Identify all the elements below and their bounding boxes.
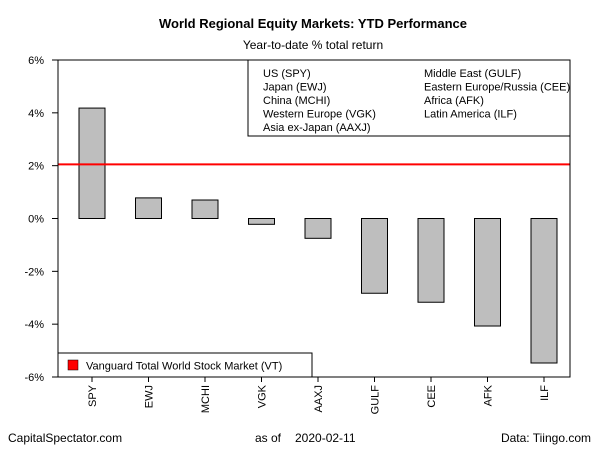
bar-vgk	[248, 218, 275, 225]
bar-aaxj	[304, 218, 332, 239]
x-tick-label: AFK	[483, 384, 495, 406]
x-tick-label: SPY	[87, 384, 99, 407]
legend-entry: US (SPY)	[263, 68, 311, 80]
legend-top: US (SPY) Japan (EWJ)China (MCHI) Western E…	[247, 59, 571, 137]
y-tick-label: 2%	[28, 161, 44, 173]
footer-source-left: CapitalSpectator.com	[8, 431, 122, 445]
legend-top-col1: US (SPY) Japan (EWJ)China (MCHI) Western E…	[263, 68, 376, 134]
y-tick-label: 6%	[28, 55, 44, 67]
y-tick-label: -6%	[24, 372, 44, 384]
bar-spy	[78, 107, 106, 219]
legend-top-col2: Middle East (GULF) Eastern Europe/Russia …	[424, 68, 570, 121]
x-tick-label: MCHI	[200, 385, 212, 413]
legend-bottom-swatch	[67, 359, 79, 371]
y-tick-label: -4%	[24, 319, 44, 331]
footer-asof-label: as of	[255, 431, 282, 445]
legend-entry: Asia ex-Japan (AAXJ)	[263, 122, 371, 134]
bar-gulf	[361, 218, 388, 294]
x-tick-label: ILF	[539, 385, 551, 401]
legend-entry: Eastern Europe/Russia (CEE)	[424, 82, 570, 94]
y-tick-label: 0%	[28, 214, 44, 226]
bar-ewj	[135, 197, 162, 220]
y-tick-label: -2%	[24, 266, 44, 278]
x-tick-label: CEE	[426, 385, 438, 408]
x-tick-label: GULF	[370, 385, 382, 415]
x-tick-label: EWJ	[144, 385, 156, 408]
chart-subtitle: Year-to-date % total return	[243, 38, 383, 52]
legend-entry: China (MCHI)	[263, 95, 330, 107]
legend-entry: Latin America (ILF)	[424, 109, 517, 121]
legend-top-box	[247, 59, 571, 137]
bar-cee	[417, 218, 445, 303]
x-tick-label: VGK	[257, 384, 269, 408]
x-tick-labels: SPY EWJ MCHI VGK AAXJ GULF CEE AFK ILF	[87, 377, 551, 414]
y-axis: -6% -4% -2% 0% 2% 4% 6%	[24, 55, 58, 384]
bars-group	[78, 107, 558, 364]
y-tick-label: 4%	[28, 108, 44, 120]
chart-title: World Regional Equity Markets: YTD Perfo…	[159, 16, 467, 31]
legend-entry: Western Europe (VGK)	[263, 109, 376, 121]
bar-ilf	[530, 218, 558, 364]
footer-date: 2020-02-11	[295, 431, 356, 445]
legend-entry: Middle East (GULF)	[424, 68, 521, 80]
legend-entry: Africa (AFK)	[424, 95, 484, 107]
legend-bottom: Vanguard Total World Stock Market (VT)	[57, 352, 313, 378]
bar-afk	[474, 218, 501, 327]
bar-mchi	[191, 199, 219, 219]
legend-entry: Japan (EWJ)	[263, 82, 327, 94]
legend-bottom-label: Vanguard Total World Stock Market (VT)	[86, 361, 282, 373]
legend-bottom-box	[57, 352, 313, 378]
footer-source-right: Data: Tiingo.com	[501, 431, 591, 445]
x-tick-label: AAXJ	[313, 385, 325, 413]
